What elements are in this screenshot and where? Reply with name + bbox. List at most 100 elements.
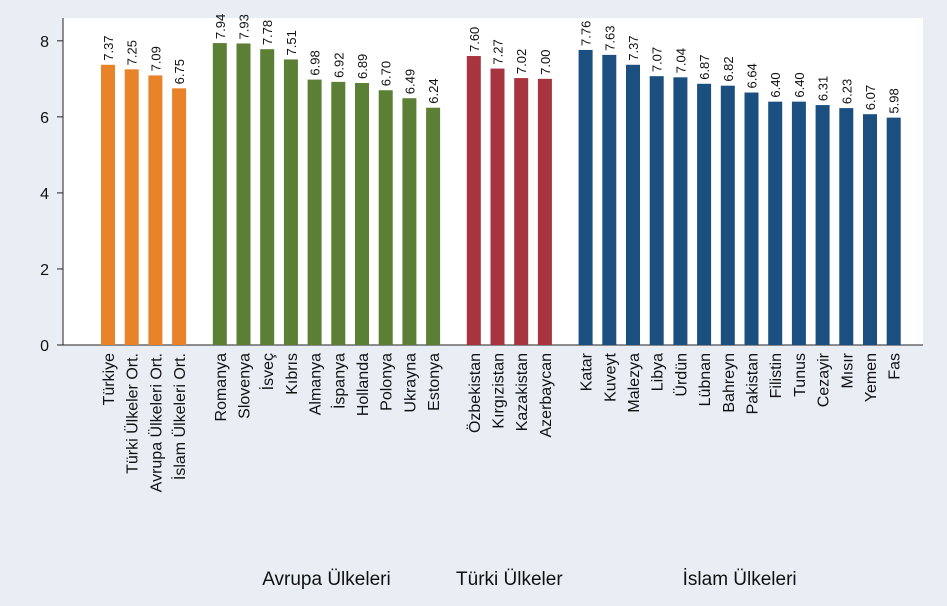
bar (537, 78, 552, 345)
bar (402, 98, 417, 346)
bar (839, 108, 854, 346)
value-label: 6.24 (426, 78, 441, 103)
value-label: 6.31 (816, 76, 831, 101)
bar (720, 85, 735, 345)
value-label: 7.37 (626, 35, 641, 60)
value-label: 6.87 (697, 54, 712, 79)
bar (283, 59, 298, 346)
y-tick-label: 8 (40, 34, 49, 51)
bar (260, 49, 275, 345)
x-tick-label: Slovenya (237, 353, 254, 419)
bar (791, 101, 806, 346)
value-label: 6.92 (331, 53, 346, 78)
bar (426, 107, 441, 345)
x-tick-label: Türki Ülkeler Ort. (124, 353, 142, 474)
x-tick-label: Malezya (626, 353, 643, 413)
bar (101, 64, 115, 345)
x-tick-label: Hollanda (355, 353, 372, 416)
x-tick-label: Özbekistan (466, 353, 484, 433)
x-tick-label: İslam Ülkeleri Ort. (170, 353, 189, 480)
y-tick-label: 2 (40, 262, 49, 279)
value-label: 7.93 (237, 14, 252, 39)
x-tick-label: Libya (650, 353, 667, 391)
bar (172, 88, 187, 346)
x-tick-label: Kuveyt (602, 352, 619, 401)
bar (514, 78, 529, 345)
x-tick-label: Estonya (426, 353, 443, 411)
bar (236, 43, 251, 345)
value-label: 5.98 (887, 88, 902, 113)
bar (649, 76, 664, 345)
value-label: 6.40 (768, 72, 783, 97)
y-tick-label: 4 (40, 186, 49, 203)
value-label: 6.07 (863, 85, 878, 110)
bar (378, 90, 393, 345)
bar (768, 101, 783, 346)
group-label: Türki Ülkeler (456, 569, 563, 590)
x-tick-label: İspanya (329, 353, 348, 409)
x-tick-label: Ürdün (672, 353, 690, 397)
x-tick-label: Türkiye (101, 353, 118, 406)
value-label: 6.23 (839, 79, 854, 104)
x-tick-label: Filistin (768, 353, 785, 398)
x-tick-label: Avrupa Ülkeleri Ort. (147, 353, 165, 492)
x-tick-label: Fas (887, 353, 904, 380)
value-label: 7.78 (260, 20, 275, 45)
x-tick-label: İsveç (258, 353, 277, 390)
y-tick-label: 0 (40, 338, 49, 355)
bar (863, 114, 877, 345)
value-label: 6.40 (792, 72, 807, 97)
value-label: 6.82 (721, 56, 736, 81)
value-label: 7.07 (650, 47, 665, 72)
bar (815, 105, 830, 345)
value-label: 7.76 (579, 21, 594, 46)
bar (886, 117, 901, 345)
x-tick-label: Katar (579, 352, 596, 391)
x-tick-label: Almanya (308, 353, 325, 415)
bar (697, 83, 712, 345)
x-tick-label: Polonya (379, 353, 396, 411)
bar (466, 56, 481, 345)
bar (212, 43, 227, 346)
bar (626, 64, 640, 345)
x-tick-label: Kazakistan (514, 353, 531, 431)
x-tick-label: Tunus (792, 353, 809, 397)
bar (124, 69, 139, 346)
bar (355, 83, 369, 345)
x-tick-label: Romanya (213, 353, 230, 422)
bar (673, 77, 688, 345)
group-label: Avrupa Ülkeleri (262, 569, 390, 590)
x-tick-label: Lübnan (697, 353, 714, 406)
x-tick-label: Cezayir (816, 352, 833, 407)
x-tick-label: Azerbaycan (538, 353, 555, 438)
bar (602, 54, 617, 345)
value-label: 7.37 (101, 35, 116, 60)
value-label: 7.60 (467, 27, 482, 52)
value-label: 6.89 (355, 54, 370, 79)
x-tick-label: Mısır (839, 352, 856, 388)
x-tick-label: Kıbrıs (284, 353, 301, 395)
value-label: 7.00 (538, 50, 553, 75)
value-label: 7.25 (125, 40, 140, 65)
x-tick-label: Pakistan (745, 353, 762, 414)
value-label: 7.04 (673, 48, 688, 73)
value-label: 7.51 (284, 30, 299, 55)
bar (148, 75, 163, 346)
x-tick-label: Ukrayna (402, 353, 419, 413)
bar (307, 79, 322, 346)
y-tick-label: 6 (40, 110, 49, 127)
bar (744, 92, 759, 346)
bar (490, 68, 505, 346)
value-label: 7.02 (514, 49, 529, 74)
x-tick-label: Yemen (863, 353, 880, 402)
value-label: 6.49 (402, 69, 417, 94)
value-label: 6.98 (308, 50, 323, 75)
value-label: 7.94 (213, 14, 228, 39)
value-label: 7.63 (602, 26, 617, 51)
x-tick-label: Kırgızistan (491, 353, 508, 429)
value-label: 7.09 (148, 46, 163, 71)
value-label: 6.64 (745, 63, 760, 88)
value-label: 6.70 (379, 61, 394, 86)
